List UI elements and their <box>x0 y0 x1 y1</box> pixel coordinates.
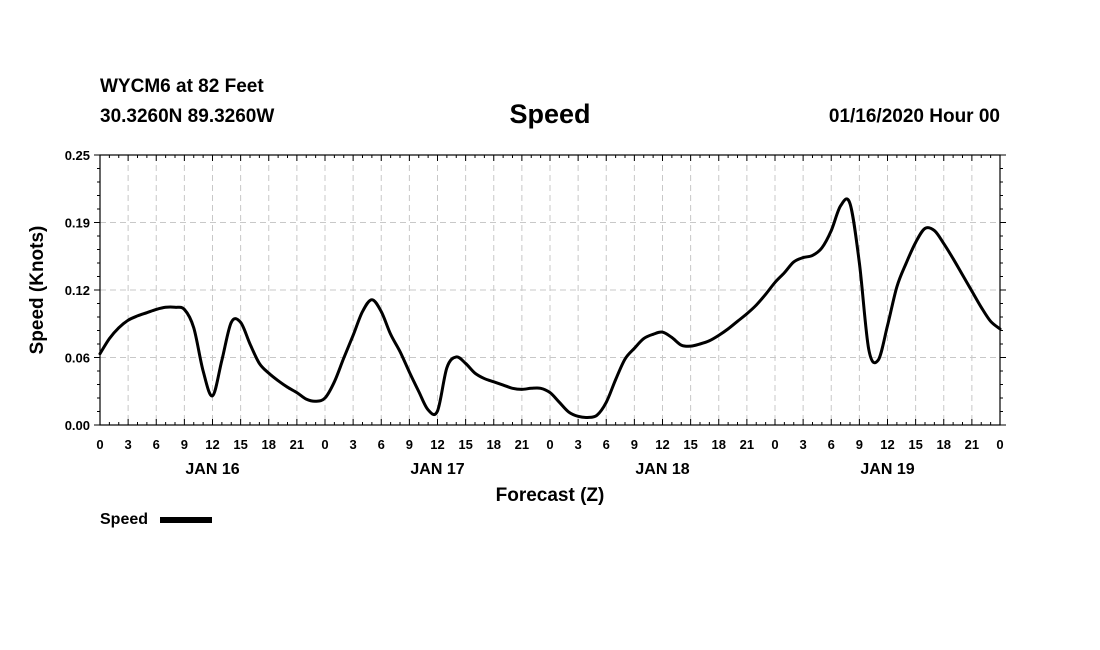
x-tick-label: 3 <box>800 437 807 452</box>
x-tick-label: 3 <box>350 437 357 452</box>
x-tick-label: 15 <box>683 437 697 452</box>
day-label: JAN 18 <box>635 461 689 478</box>
x-tick-label: 18 <box>262 437 276 452</box>
y-axis-tick-labels: 0.00 0.06 0.12 0.19 0.25 <box>65 148 90 433</box>
x-tick-label: 0 <box>996 437 1003 452</box>
x-tick-label: 15 <box>458 437 472 452</box>
legend: Speed <box>100 511 212 528</box>
x-tick-label: 15 <box>908 437 922 452</box>
x-tick-label: 18 <box>712 437 726 452</box>
x-tick-label: 6 <box>378 437 385 452</box>
day-label: JAN 19 <box>860 461 914 478</box>
x-tick-label: 0 <box>321 437 328 452</box>
y-tick-label: 0.00 <box>65 418 90 433</box>
x-tick-label: 12 <box>880 437 894 452</box>
x-tick-label: 12 <box>655 437 669 452</box>
x-tick-label: 3 <box>125 437 132 452</box>
x-tick-label: 6 <box>153 437 160 452</box>
x-tick-label: 21 <box>515 437 529 452</box>
series-line-speed <box>98 197 1002 419</box>
y-axis-title: Speed (Knots) <box>27 226 48 355</box>
x-tick-label: 21 <box>965 437 979 452</box>
coordinates-label: 30.3260N 89.3260W <box>100 106 275 127</box>
x-tick-label: 12 <box>430 437 444 452</box>
y-tick-label: 0.12 <box>65 283 90 298</box>
series-layer <box>98 197 1002 419</box>
day-label: JAN 17 <box>410 461 464 478</box>
x-tick-label: 18 <box>937 437 951 452</box>
x-tick-label: 3 <box>575 437 582 452</box>
y-tick-label: 0.06 <box>65 351 90 366</box>
x-tick-label: 15 <box>233 437 247 452</box>
x-tick-label: 0 <box>96 437 103 452</box>
x-tick-label: 0 <box>546 437 553 452</box>
legend-label: Speed <box>100 511 148 528</box>
legend-swatch <box>160 517 212 523</box>
x-tick-label: 21 <box>290 437 304 452</box>
x-tick-label: 6 <box>603 437 610 452</box>
x-tick-label: 18 <box>487 437 501 452</box>
x-axis-title: Forecast (Z) <box>496 485 605 506</box>
forecast-date-label: 01/16/2020 Hour 00 <box>828 106 1000 127</box>
chart-title: Speed <box>509 99 591 129</box>
x-tick-label: 9 <box>631 437 638 452</box>
x-tick-label: 9 <box>181 437 188 452</box>
x-tick-label: 0 <box>771 437 778 452</box>
x-tick-label: 12 <box>205 437 219 452</box>
y-tick-label: 0.19 <box>65 216 90 231</box>
x-tick-label: 21 <box>740 437 754 452</box>
plot-frame <box>99 154 1001 426</box>
y-tick-label: 0.25 <box>65 148 90 163</box>
x-tick-label: 9 <box>856 437 863 452</box>
x-axis-tick-labels: 0 3 6 9 12 15 18 21 0 3 6 9 12 15 18 21 0 3 6 9 12 15 18 21 0 3 6 9… <box>96 437 1003 452</box>
x-tick-label: 9 <box>406 437 413 452</box>
day-labels: JAN 16 JAN 17 JAN 18 JAN 19 <box>185 461 914 478</box>
station-label: WYCM6 at 82 Feet <box>100 76 264 97</box>
day-label: JAN 16 <box>185 461 239 478</box>
x-tick-label: 6 <box>828 437 835 452</box>
chart-grid <box>100 155 1000 425</box>
